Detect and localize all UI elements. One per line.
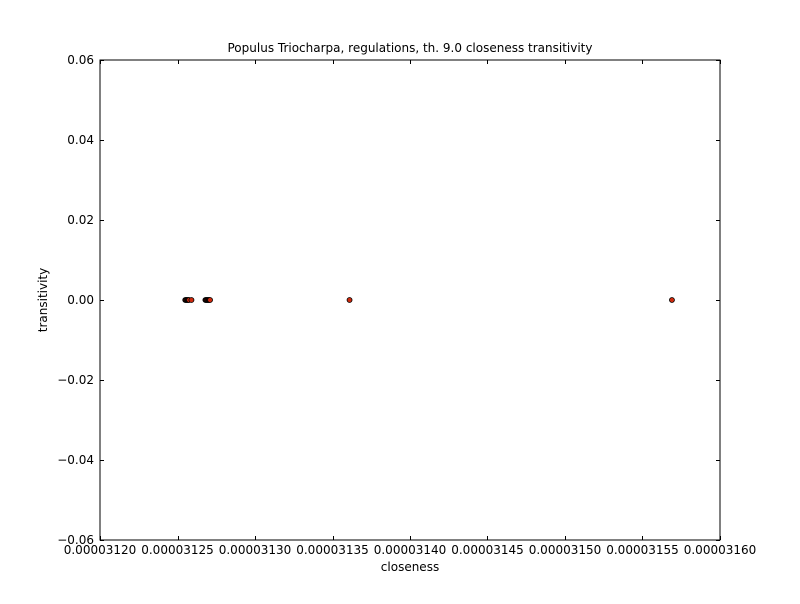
y-axis-label: transitivity xyxy=(36,268,50,332)
data-points xyxy=(182,297,675,303)
y-tick-label: 0.02 xyxy=(67,213,94,227)
x-tick-label: 0.00003140 xyxy=(374,543,447,557)
x-tick-label: 0.00003150 xyxy=(529,543,602,557)
y-tick-label: 0.00 xyxy=(67,293,94,307)
data-point xyxy=(188,297,195,303)
data-point xyxy=(346,297,353,303)
x-tick-label: 0.00003120 xyxy=(64,543,137,557)
x-tick-label: 0.00003145 xyxy=(451,543,524,557)
x-tick-label: 0.00003125 xyxy=(141,543,214,557)
y-tick-label: 0.04 xyxy=(67,133,94,147)
x-tick-label: 0.00003135 xyxy=(296,543,369,557)
y-tick-label: −0.04 xyxy=(57,453,94,467)
x-tick-label: 0.00003160 xyxy=(684,543,757,557)
y-tick-label: −0.06 xyxy=(57,533,94,547)
y-tick-label: −0.02 xyxy=(57,373,94,387)
axis-ticks: 0.00003120 0.00003125 0.00003130 0.00003135… xyxy=(57,53,756,557)
x-axis-label: closeness xyxy=(381,560,439,574)
x-tick-label: 0.00003130 xyxy=(219,543,292,557)
y-tick-label: 0.06 xyxy=(67,53,94,67)
data-point xyxy=(207,297,213,303)
chart-title: Populus Triocharpa, regulations, th. 9.0… xyxy=(228,41,593,55)
data-point xyxy=(669,297,675,303)
x-tick-label: 0.00003155 xyxy=(606,543,679,557)
plot-frame xyxy=(99,59,721,541)
